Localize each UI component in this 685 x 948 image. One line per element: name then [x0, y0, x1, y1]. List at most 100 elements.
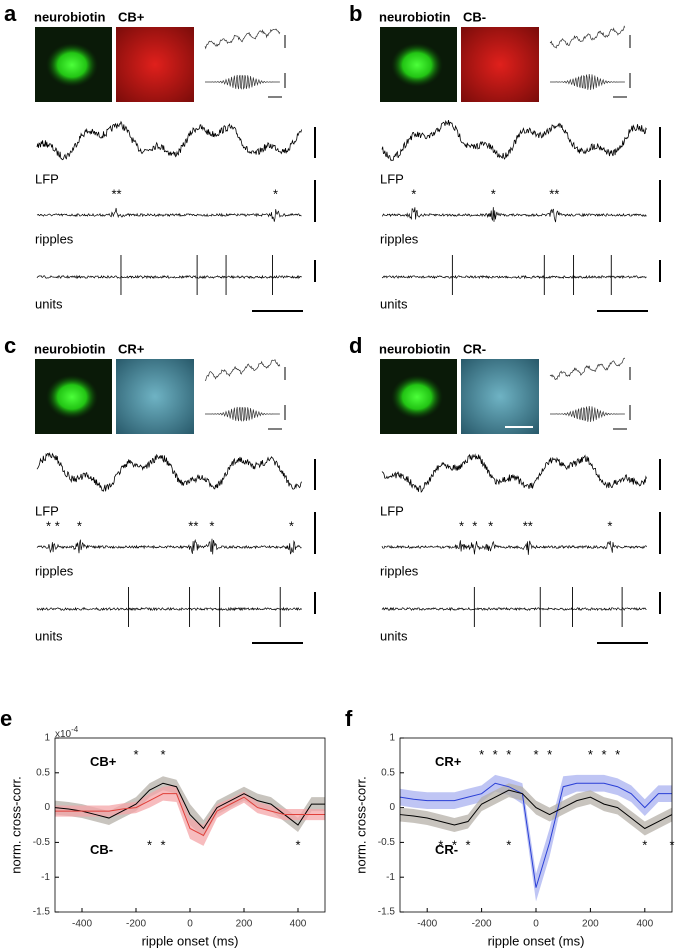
- ripples-label: ripples: [380, 231, 419, 246]
- lfp-trace: [36, 120, 302, 161]
- y-axis-label: norm. cross-corr.: [8, 776, 23, 874]
- unit-trace: [36, 606, 302, 612]
- significance-asterisk: *: [160, 747, 165, 762]
- y-tick-label: -0.5: [378, 837, 396, 848]
- significance-asterisk: *: [601, 747, 606, 762]
- x-axis-label: ripple onset (ms): [142, 933, 239, 948]
- error-band: [55, 776, 325, 837]
- error-band: [400, 783, 672, 836]
- ripples-label: ripples: [35, 563, 74, 578]
- significance-asterisk: *: [438, 837, 443, 852]
- ripple-asterisk: **: [111, 186, 121, 201]
- significance-asterisk: *: [642, 837, 647, 852]
- y-tick-label: -1.5: [33, 907, 51, 918]
- ripple-asterisk: *: [459, 518, 464, 533]
- error-band: [55, 785, 325, 846]
- significance-asterisk: *: [147, 837, 152, 852]
- lfp-label: LFP: [380, 503, 404, 518]
- units-label: units: [35, 628, 63, 643]
- ripple-asterisk: *: [472, 518, 477, 533]
- ripples-label: ripples: [380, 563, 419, 578]
- significance-asterisk: *: [295, 837, 300, 852]
- significance-asterisk: *: [160, 837, 165, 852]
- panel-letter: d: [349, 333, 362, 358]
- legend-label: CR+: [435, 754, 462, 769]
- cell: [391, 43, 443, 87]
- lfp-label: LFP: [380, 171, 404, 186]
- ripple-asterisk: *: [209, 518, 214, 533]
- y-tick-label: -0.5: [33, 837, 51, 848]
- marker-label: CB+: [118, 9, 145, 24]
- panel-letter: b: [349, 1, 362, 26]
- significance-asterisk: *: [615, 747, 620, 762]
- stain-label: neurobiotin: [379, 341, 451, 356]
- significance-asterisk: *: [493, 747, 498, 762]
- series-line: [399, 782, 672, 888]
- y-tick-label: 1: [389, 733, 395, 744]
- marker-label: CR-: [463, 341, 486, 356]
- ripple-asterisk: *: [77, 518, 82, 533]
- multiplier-base: x10: [55, 729, 72, 740]
- ripple-asterisk: *: [607, 518, 612, 533]
- panel-letter: c: [4, 333, 16, 358]
- multiplier-exponent: -4: [71, 725, 79, 734]
- mini-ripple: [205, 406, 280, 422]
- chart-letter: f: [345, 706, 353, 731]
- lfp-trace: [381, 453, 647, 493]
- legend-label: CB+: [90, 754, 117, 769]
- significance-asterisk: *: [669, 837, 674, 852]
- error-band: [400, 774, 672, 902]
- marker-label: CB-: [463, 9, 486, 24]
- significance-asterisk: *: [506, 837, 511, 852]
- y-tick-label: 0.5: [36, 767, 50, 778]
- series-line: [54, 782, 325, 830]
- ripple-trace: [381, 207, 647, 223]
- lfp-label: LFP: [35, 171, 59, 186]
- significance-asterisk: *: [133, 747, 138, 762]
- x-tick-label: -400: [72, 919, 92, 930]
- lfp-label: LFP: [35, 503, 59, 518]
- cell: [46, 375, 98, 419]
- y-tick-label: 0.5: [381, 767, 395, 778]
- y-tick-label: -1.5: [378, 907, 396, 918]
- mini-ripple: [205, 74, 280, 90]
- ripple-asterisk: **: [188, 518, 198, 533]
- ripple-trace: [36, 538, 302, 555]
- y-tick-label: 0: [44, 802, 50, 813]
- mini-lfp: [549, 357, 626, 380]
- mini-ripple: [550, 73, 625, 90]
- significance-asterisk: *: [452, 837, 457, 852]
- marker-label: CR+: [118, 341, 145, 356]
- significance-asterisk: *: [465, 837, 470, 852]
- ripple-asterisk: *: [491, 186, 496, 201]
- significance-asterisk: *: [588, 747, 593, 762]
- y-tick-label: -1: [386, 872, 395, 883]
- x-tick-label: -200: [126, 919, 146, 930]
- x-tick-label: 400: [290, 919, 307, 930]
- units-label: units: [380, 296, 408, 311]
- cell: [391, 375, 443, 419]
- legend-label: CR-: [435, 842, 458, 857]
- y-tick-label: -1: [41, 872, 50, 883]
- plot-frame: [399, 737, 673, 913]
- chart-letter: e: [0, 706, 12, 731]
- units-label: units: [380, 628, 408, 643]
- x-tick-label: 400: [636, 919, 653, 930]
- stain-label: neurobiotin: [379, 9, 451, 24]
- x-tick-label: 200: [582, 919, 599, 930]
- plot-frame: [54, 737, 326, 913]
- ripple-asterisk: *: [289, 518, 294, 533]
- ripple-asterisk: * *: [46, 518, 60, 533]
- ripple-asterisk: *: [411, 186, 416, 201]
- ripple-trace: [381, 540, 647, 555]
- marker-image: [116, 359, 194, 434]
- unit-trace: [381, 274, 647, 280]
- mini-lfp: [549, 25, 626, 49]
- x-tick-label: 0: [187, 919, 193, 930]
- ripples-label: ripples: [35, 231, 74, 246]
- significance-asterisk: *: [506, 747, 511, 762]
- x-tick-label: -400: [417, 919, 437, 930]
- unit-trace: [381, 606, 647, 612]
- marker-image: [116, 27, 194, 102]
- x-tick-label: 200: [236, 919, 253, 930]
